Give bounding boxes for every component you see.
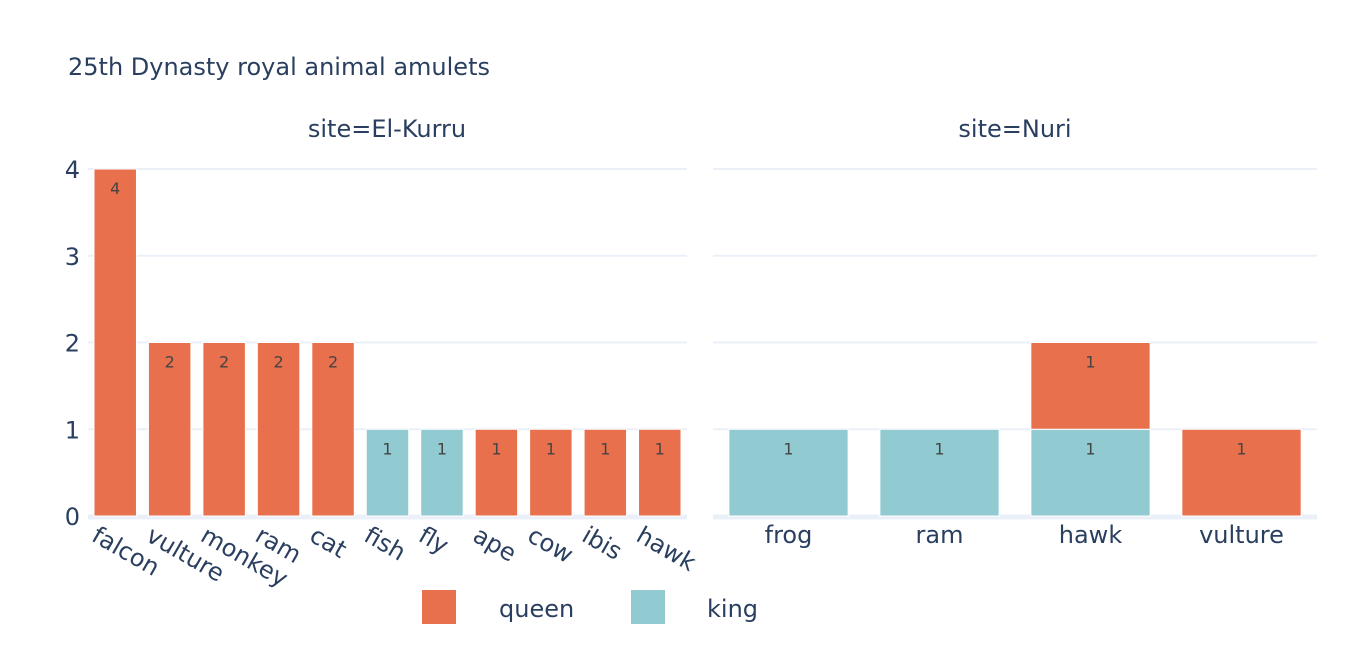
bar-el-kurru-cow-queen[interactable] (529, 428, 573, 517)
legend-label-queen[interactable]: queen (499, 595, 574, 623)
bar-label-el-kurru-fish-king: 1 (382, 439, 392, 458)
bar-label-nuri-vulture-queen: 1 (1236, 439, 1246, 458)
bar-el-kurru-vulture-queen[interactable] (147, 342, 192, 517)
x-tick-label-nuri-ram: ram (916, 521, 964, 549)
bar-el-kurru-hawk-queen[interactable] (638, 428, 682, 517)
bar-el-kurru-ape-queen[interactable] (474, 428, 519, 517)
legend-swatch-king[interactable] (631, 590, 665, 624)
x-tick-label-el-kurru-hawk: hawk (632, 521, 701, 577)
bar-el-kurru-falcon-queen[interactable] (93, 168, 137, 517)
bar-label-el-kurru-ibis-queen: 1 (600, 439, 610, 458)
bar-el-kurru-fly-king[interactable] (420, 428, 464, 517)
y-tick-label: 3 (65, 243, 80, 271)
x-tick-label-el-kurru-fly: fly (414, 521, 453, 560)
y-tick-label: 4 (65, 156, 80, 184)
bar-label-el-kurru-ram-queen: 2 (273, 353, 283, 372)
y-tick-label: 2 (65, 330, 80, 358)
legend-swatch-queen[interactable] (422, 590, 456, 624)
bar-label-nuri-ram-king: 1 (934, 439, 944, 458)
x-tick-label-nuri-frog: frog (765, 521, 813, 549)
bar-label-nuri-frog-king: 1 (783, 439, 793, 458)
bars (93, 168, 1302, 517)
bar-nuri-ram-king[interactable] (879, 428, 1000, 517)
bar-label-el-kurru-ape-queen: 1 (491, 439, 501, 458)
bar-label-el-kurru-falcon-queen: 4 (110, 179, 120, 198)
x-tick-label-el-kurru-ibis: ibis (577, 521, 627, 566)
bar-label-nuri-hawk-queen: 1 (1085, 353, 1095, 372)
legend-label-king[interactable]: king (707, 595, 758, 623)
x-tick-label-nuri-vulture: vulture (1199, 521, 1284, 549)
bar-label-nuri-hawk-king: 1 (1085, 439, 1095, 458)
bar-el-kurru-monkey-queen[interactable] (202, 342, 246, 517)
bar-label-el-kurru-cat-queen: 2 (328, 353, 338, 372)
bar-el-kurru-fish-king[interactable] (365, 428, 410, 517)
bar-labels: 4 2 2 2 2 1 1 1 1 1 1 1 1 1 1 1 (110, 179, 1246, 458)
bar-el-kurru-ibis-queen[interactable] (583, 428, 628, 517)
legend[interactable]: queen king (422, 590, 758, 624)
facet-title-nuri: site=Nuri (958, 115, 1071, 143)
bar-label-el-kurru-vulture-queen: 2 (165, 353, 175, 372)
x-tick-label-el-kurru-fish: fish (360, 521, 411, 567)
bar-label-el-kurru-monkey-queen: 2 (219, 353, 229, 372)
facet-title-el-kurru: site=El-Kurru (308, 115, 466, 143)
bar-label-el-kurru-cow-queen: 1 (546, 439, 556, 458)
y-tick-label: 0 (65, 503, 80, 531)
bar-nuri-hawk-queen[interactable] (1030, 342, 1151, 430)
bar-label-el-kurru-fly-king: 1 (437, 439, 447, 458)
bar-el-kurru-ram-queen[interactable] (256, 342, 301, 517)
x-tick-label-el-kurru-ape: ape (468, 521, 521, 568)
bar-nuri-frog-king[interactable] (728, 428, 849, 517)
bar-label-el-kurru-hawk-queen: 1 (655, 439, 665, 458)
bar-el-kurru-cat-queen[interactable] (311, 342, 355, 517)
x-tick-label-el-kurru-cat: cat (305, 521, 351, 564)
chart-title: 25th Dynasty royal animal amulets (68, 53, 490, 81)
x-tick-label-nuri-hawk: hawk (1059, 521, 1123, 549)
y-tick-label: 1 (65, 416, 80, 444)
bar-nuri-hawk-king[interactable] (1030, 428, 1151, 517)
bar-nuri-vulture-queen[interactable] (1181, 428, 1302, 517)
x-tick-label-el-kurru-cow: cow (523, 521, 578, 569)
